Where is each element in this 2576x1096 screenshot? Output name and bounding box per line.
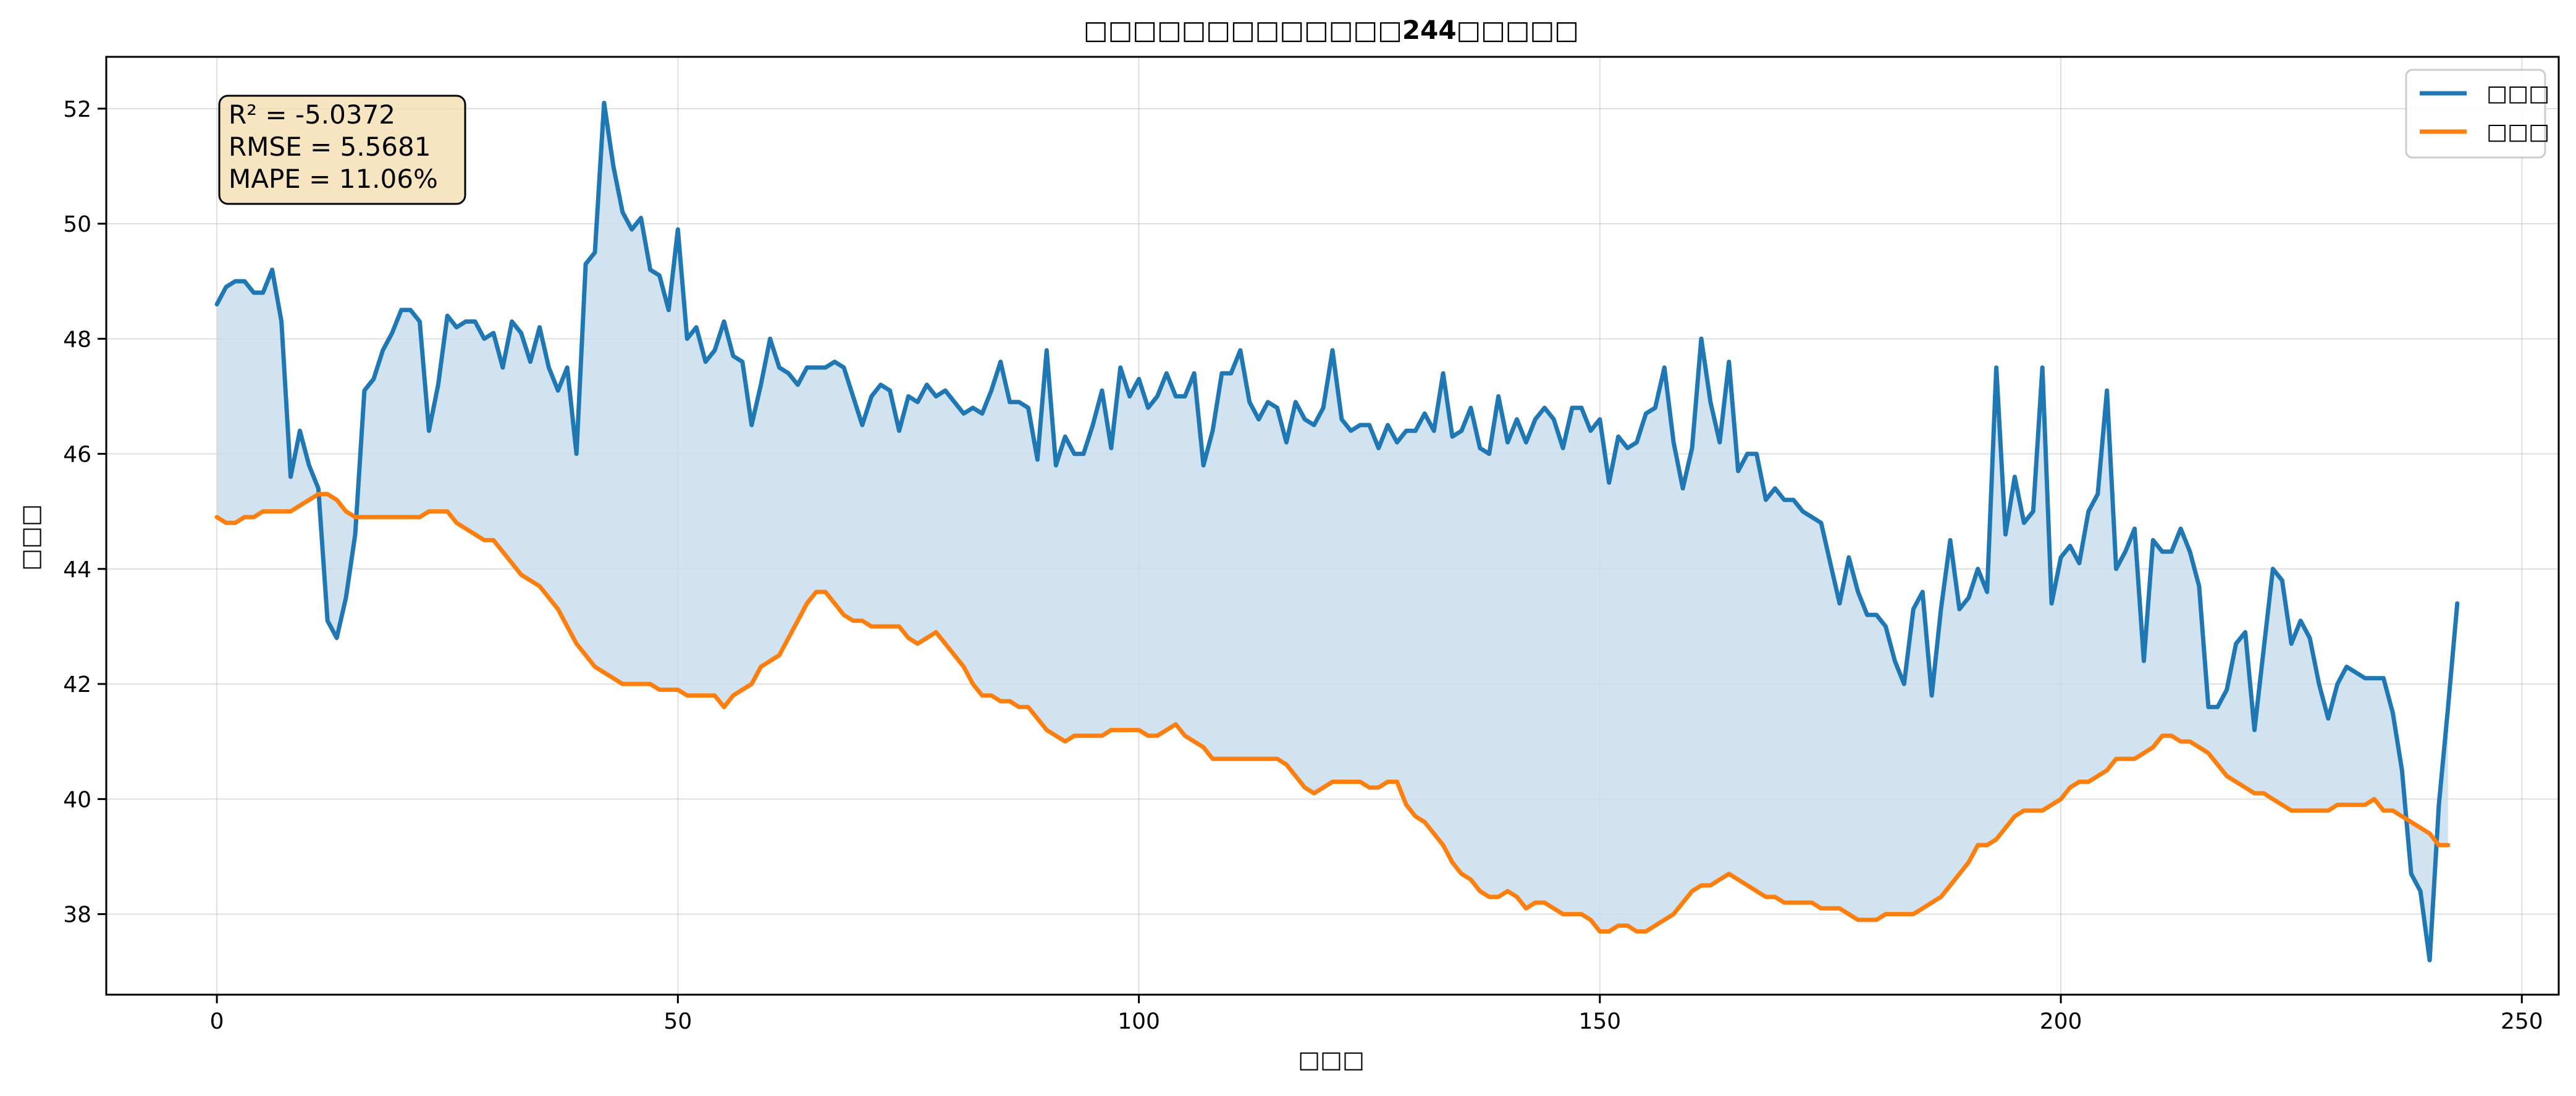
y-tick-label: 50 <box>63 212 91 237</box>
x-tick-label: 100 <box>1118 1009 1160 1034</box>
y-tick-label: 44 <box>63 557 91 583</box>
metric-rmse: RMSE = 5.5681 <box>229 132 431 162</box>
legend-label-series-0: □□□ <box>2486 81 2549 106</box>
legend: □□□ □□□ <box>2405 69 2549 159</box>
x-tick-label: 0 <box>210 1009 224 1034</box>
metric-r2: R² = -5.0372 <box>229 99 395 130</box>
legend-label-series-1: □□□ <box>2486 119 2549 145</box>
series-lines <box>214 101 2460 963</box>
fill-between-path <box>217 103 2448 961</box>
y-tick-label: 52 <box>63 97 91 122</box>
x-tick-label: 250 <box>2501 1009 2543 1034</box>
axis-ticks: 0 50 100 150 200 250 38 40 42 44 46 48 50 52 <box>63 97 2543 1034</box>
x-tick-label: 150 <box>1578 1009 1621 1034</box>
chart-title: □□□□□□□□□□□□□244□□□□□ <box>1084 15 1579 45</box>
fill-between-area <box>217 103 2448 961</box>
metric-mape: MAPE = 11.06% <box>229 164 438 194</box>
x-axis-label: □□□ <box>1298 1046 1365 1073</box>
y-tick-label: 40 <box>63 787 91 812</box>
x-tick-label: 200 <box>2040 1009 2082 1034</box>
y-axis-label: □□□ <box>17 504 44 571</box>
y-tick-label: 42 <box>63 672 91 698</box>
x-tick-label: 50 <box>663 1009 692 1034</box>
series-line-0 <box>214 101 2460 963</box>
metrics-box: R² = -5.0372 RMSE = 5.5681 MAPE = 11.06% <box>218 95 466 205</box>
y-tick-label: 48 <box>63 327 91 352</box>
y-tick-label: 46 <box>63 442 91 468</box>
series-line-1 <box>214 492 2451 934</box>
metrics-box-background <box>218 95 466 205</box>
y-tick-label: 38 <box>63 903 91 928</box>
plot-frame <box>105 56 2560 996</box>
